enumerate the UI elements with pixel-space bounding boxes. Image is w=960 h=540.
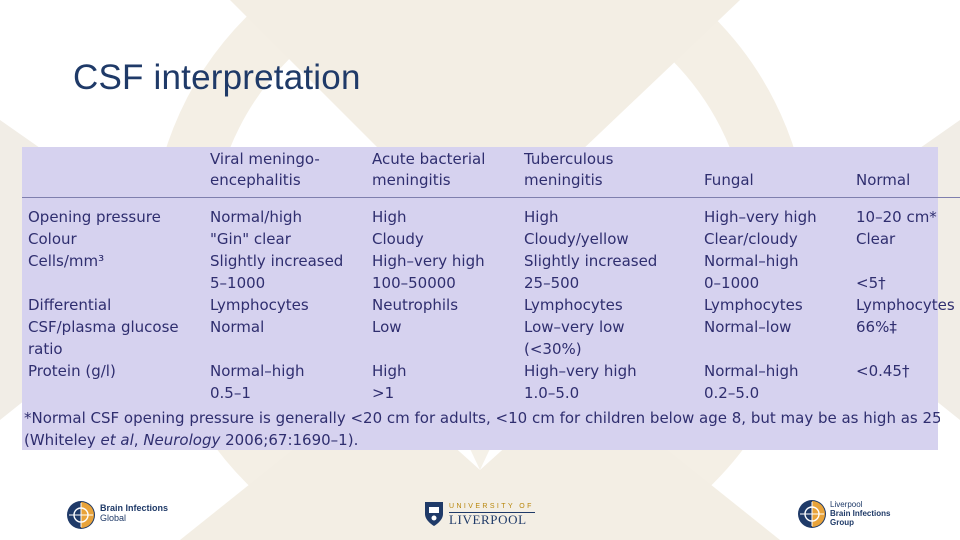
footnote-journal: Neurology	[143, 431, 221, 449]
header-tuberculous: Tuberculous meningitis	[518, 147, 698, 198]
csf-table-panel: Viral meningo- encephalitis Acute bacter…	[22, 147, 960, 451]
right-logo-line-2: Brain Infections	[830, 509, 891, 518]
viral-values-cell: Normal/high "Gin" clear Slightly increas…	[210, 208, 344, 402]
csf-table: Viral meningo- encephalitis Acute bacter…	[22, 147, 960, 404]
tuberculous-values-cell: High Cloudy/yellow Slightly increased 25…	[524, 208, 658, 402]
table-header-row: Viral meningo- encephalitis Acute bacter…	[22, 147, 960, 198]
right-logo-line-1: Liverpool	[830, 500, 863, 509]
fungal-values-cell: High–very high Clear/cloudy Normal–high …	[704, 208, 817, 402]
header-normal: Normal	[850, 147, 960, 198]
crest-icon	[425, 502, 443, 526]
header-bacterial: Acute bacterial meningitis	[366, 147, 518, 198]
footnote-citation-start: (Whiteley	[24, 431, 101, 449]
left-logo-line-2: Global	[100, 513, 127, 523]
header-fungal: Fungal	[698, 147, 850, 198]
footnote-line-2: (Whiteley et al, Neurology 2006;67:1690–…	[24, 429, 940, 451]
footnote-et-al: et al	[100, 431, 134, 449]
bacterial-values-cell: High Cloudy High–very high 100–50000 Neu…	[372, 208, 485, 402]
left-logo-line-1: Brain Infections	[100, 503, 169, 513]
center-logo-line-2: LIVERPOOL	[449, 512, 527, 527]
brain-infections-global-logo: Brain Infections Global	[66, 499, 186, 531]
normal-values-cell: 10–20 cm* Clear <5† Lymphocytes 66%‡ <0.…	[856, 208, 955, 380]
footnote-citation-end: 2006;67:1690–1).	[220, 431, 359, 449]
table-footnote: *Normal CSF opening pressure is generall…	[22, 407, 940, 451]
header-row-label	[22, 147, 204, 198]
globe-brain-icon	[798, 500, 826, 528]
right-logo-line-3: Group	[830, 518, 854, 527]
table-row: Opening pressure Colour Cells/mm³ Differ…	[22, 198, 960, 405]
footnote-comma: ,	[133, 431, 144, 449]
slide-title: CSF interpretation	[73, 58, 361, 97]
liverpool-brain-infections-group-logo: Liverpool Brain Infections Group	[797, 497, 907, 531]
footnote-line-1: *Normal CSF opening pressure is generall…	[24, 409, 940, 427]
center-logo-divider	[449, 512, 535, 513]
globe-brain-icon	[67, 501, 95, 529]
center-logo-line-1: UNIVERSITY OF	[449, 503, 534, 510]
header-viral: Viral meningo- encephalitis	[204, 147, 366, 198]
row-labels-cell: Opening pressure Colour Cells/mm³ Differ…	[28, 208, 179, 380]
university-of-liverpool-logo: UNIVERSITY OF LIVERPOOL	[424, 499, 540, 531]
